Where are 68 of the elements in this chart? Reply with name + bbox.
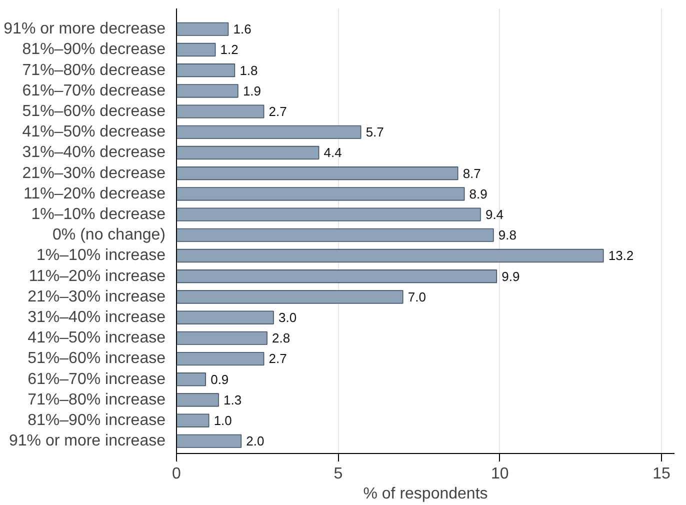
bar (176, 187, 465, 201)
y-tick-label: 51%–60% decrease (22, 103, 166, 120)
y-tick-label: 41%–50% increase (28, 330, 166, 347)
y-tick-label: 31%–40% decrease (22, 144, 166, 162)
bar (176, 22, 229, 36)
bar (176, 125, 362, 139)
bar (176, 393, 219, 407)
bar (176, 42, 216, 56)
data-label: 13.2 (608, 248, 634, 264)
bar (176, 310, 274, 324)
x-tick-label: 0 (172, 466, 182, 482)
data-label: 2.7 (268, 351, 287, 366)
y-tick-label: 1%–10% decrease (31, 206, 166, 224)
data-label: 3.0 (278, 310, 297, 326)
data-label: 1.9 (242, 83, 262, 98)
y-tick-label: 71%–80% decrease (22, 62, 166, 79)
y-tick-label: 41%–50% decrease (22, 124, 166, 141)
y-tick-label: 91% or more increase (8, 432, 166, 450)
data-label: 1.6 (233, 22, 252, 37)
y-tick-label: 81%–90% increase (28, 412, 166, 430)
y-tick-label: 21%–30% increase (28, 288, 166, 306)
bar (176, 352, 264, 366)
y-tick-label: 51%–60% increase (28, 350, 166, 368)
y-tick-label: 11%–20% decrease (23, 185, 166, 202)
data-label: 5.7 (366, 124, 384, 140)
data-label: 0.9 (210, 372, 229, 387)
data-label: 1.3 (224, 392, 242, 408)
data-label: 2.7 (268, 104, 287, 120)
bar (176, 146, 320, 160)
data-label: 1.8 (240, 62, 258, 78)
y-tick-label: 61%–70% decrease (22, 82, 166, 100)
data-label: 1.0 (214, 413, 232, 428)
bar (176, 270, 498, 284)
bar (176, 166, 458, 180)
y-tick-label: 91% or more decrease (4, 20, 166, 38)
bar (176, 64, 236, 78)
data-label: 4.4 (324, 145, 342, 160)
bar (176, 331, 268, 345)
y-tick-label: 1%–10% increase (36, 247, 166, 264)
y-tick-label: 21%–30% decrease (22, 164, 166, 182)
y-tick-label: 11%–20% increase (28, 268, 166, 285)
y-tick-label: 61%–70% increase (28, 370, 166, 388)
bar (176, 414, 210, 428)
bar (176, 84, 238, 98)
bar (176, 248, 604, 263)
y-tick-label: 81%–90% decrease (22, 41, 166, 58)
x-axis-title: % of respondents (363, 486, 488, 502)
data-label: 1.2 (220, 42, 238, 58)
x-tick-label: 15 (652, 466, 671, 482)
data-label: 8.7 (462, 166, 481, 181)
bar (176, 104, 264, 118)
y-tick-label: 0% (no change) (52, 226, 166, 244)
bar (176, 228, 494, 242)
data-label: 9.9 (502, 268, 520, 284)
data-label: 9.8 (498, 228, 516, 243)
data-label: 7.0 (408, 289, 426, 304)
data-label: 2.0 (246, 434, 264, 449)
bar (176, 290, 404, 304)
bar (176, 208, 481, 222)
bar (176, 434, 242, 448)
data-label: 2.8 (272, 330, 290, 346)
x-tick-label: 5 (334, 466, 343, 482)
data-label: 9.4 (485, 207, 504, 222)
y-tick-label: 31%–40% increase (28, 309, 166, 326)
x-tick-label: 10 (490, 466, 509, 482)
bar (176, 372, 206, 386)
y-tick-label: 71%–80% increase (28, 391, 166, 408)
data-label: 8.9 (469, 186, 488, 202)
